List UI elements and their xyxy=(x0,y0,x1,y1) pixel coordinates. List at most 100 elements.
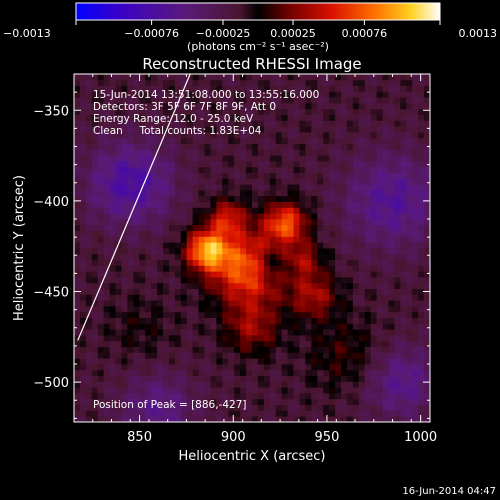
heatmap-cell xyxy=(257,108,265,115)
heatmap-cell xyxy=(79,271,87,278)
heatmap-cell xyxy=(139,230,146,237)
heatmap-cell xyxy=(424,317,430,324)
heatmap-cell xyxy=(198,79,205,86)
heatmap-cell xyxy=(163,103,170,110)
heatmap-cell xyxy=(418,271,425,278)
heatmap-cell xyxy=(222,294,229,301)
heatmap-cell xyxy=(252,381,259,388)
heatmap-cell xyxy=(388,178,395,185)
heatmap-cell xyxy=(358,236,366,243)
heatmap-cell xyxy=(382,103,389,110)
heatmap-cell xyxy=(74,416,81,422)
heatmap-cell xyxy=(317,213,324,220)
heatmap-cell xyxy=(376,132,383,139)
heatmap-cell xyxy=(157,393,164,400)
heatmap-cell xyxy=(341,387,348,394)
heatmap-cell xyxy=(85,114,93,121)
heatmap-cell xyxy=(127,126,134,133)
heatmap-cell xyxy=(228,265,235,272)
heatmap-cell xyxy=(412,311,419,318)
heatmap-cell xyxy=(157,172,164,179)
heatmap-cell xyxy=(228,132,235,139)
heatmap-cell xyxy=(240,369,247,376)
heatmap-cell xyxy=(394,114,401,121)
heatmap-cell xyxy=(335,230,342,237)
heatmap-cell xyxy=(121,340,128,347)
heatmap-cell xyxy=(335,79,342,86)
heatmap-cell xyxy=(382,253,389,260)
heatmap-cell xyxy=(293,323,300,330)
heatmap-cell xyxy=(133,230,140,237)
heatmap-cell xyxy=(400,398,407,405)
heatmap-cell xyxy=(91,306,99,313)
heatmap-cell xyxy=(382,207,389,214)
heatmap-cell xyxy=(91,404,99,411)
heatmap-cell xyxy=(133,306,140,313)
heatmap-cell xyxy=(168,277,176,284)
heatmap-cell xyxy=(388,364,395,371)
heatmap-cell xyxy=(317,358,324,365)
heatmap-cell xyxy=(252,155,259,162)
heatmap-cell xyxy=(204,398,211,405)
heatmap-cell xyxy=(192,97,199,104)
heatmap-cell xyxy=(234,387,241,394)
heatmap-cell xyxy=(222,184,229,191)
heatmap-cell xyxy=(376,184,383,191)
heatmap-cell xyxy=(85,335,93,342)
heatmap-cell xyxy=(252,288,259,295)
heatmap-cell xyxy=(133,381,140,388)
heatmap-cell xyxy=(293,410,300,417)
y-tick-label: −450 xyxy=(33,286,69,301)
heatmap-cell xyxy=(376,155,383,162)
heatmap-cell xyxy=(424,306,430,313)
heatmap-cell xyxy=(91,352,99,359)
heatmap-cell xyxy=(382,230,389,237)
heatmap-cell xyxy=(352,294,360,301)
heatmap-cell xyxy=(192,230,199,237)
heatmap-cell xyxy=(97,288,105,295)
heatmap-cell xyxy=(382,219,389,226)
heatmap-cell xyxy=(145,300,152,307)
heatmap-cell xyxy=(163,108,170,115)
heatmap-cell xyxy=(109,74,116,81)
heatmap-cell xyxy=(174,317,182,324)
heatmap-cell xyxy=(281,317,288,324)
heatmap-cell xyxy=(174,375,182,382)
heatmap-cell xyxy=(252,161,259,168)
heatmap-cell xyxy=(358,207,366,214)
heatmap-cell xyxy=(115,172,122,179)
heatmap-cell xyxy=(85,306,93,313)
heatmap-cell xyxy=(74,236,81,243)
heatmap-cell xyxy=(74,317,81,324)
heatmap-cell xyxy=(204,108,211,115)
heatmap-cell xyxy=(275,149,283,156)
heatmap-cell xyxy=(406,358,413,365)
heatmap-cell xyxy=(412,103,419,110)
heatmap-cell xyxy=(299,161,306,168)
heatmap-cell xyxy=(91,364,99,371)
heatmap-cell xyxy=(364,329,372,336)
heatmap-cell xyxy=(287,114,294,121)
heatmap-cell xyxy=(376,248,383,255)
heatmap-cell xyxy=(388,404,395,411)
heatmap-cell xyxy=(406,85,413,92)
heatmap-cell xyxy=(281,178,288,185)
heatmap-cell xyxy=(287,190,294,197)
heatmap-cell xyxy=(240,161,247,168)
heatmap-cell xyxy=(180,387,188,394)
heatmap-cell xyxy=(240,103,247,110)
heatmap-cell xyxy=(228,282,235,289)
heatmap-cell xyxy=(198,219,205,226)
heatmap-cell xyxy=(234,404,241,411)
heatmap-cell xyxy=(352,277,360,284)
heatmap-cell xyxy=(186,137,194,144)
heatmap-cell xyxy=(145,311,152,318)
heatmap-cell xyxy=(91,398,99,405)
heatmap-cell xyxy=(151,236,158,243)
heatmap-cell xyxy=(388,335,395,342)
heatmap-cell xyxy=(311,381,318,388)
heatmap-cell xyxy=(376,340,383,347)
heatmap-cell xyxy=(133,120,140,127)
heatmap-cell xyxy=(317,306,324,313)
heatmap-cell xyxy=(174,248,182,255)
